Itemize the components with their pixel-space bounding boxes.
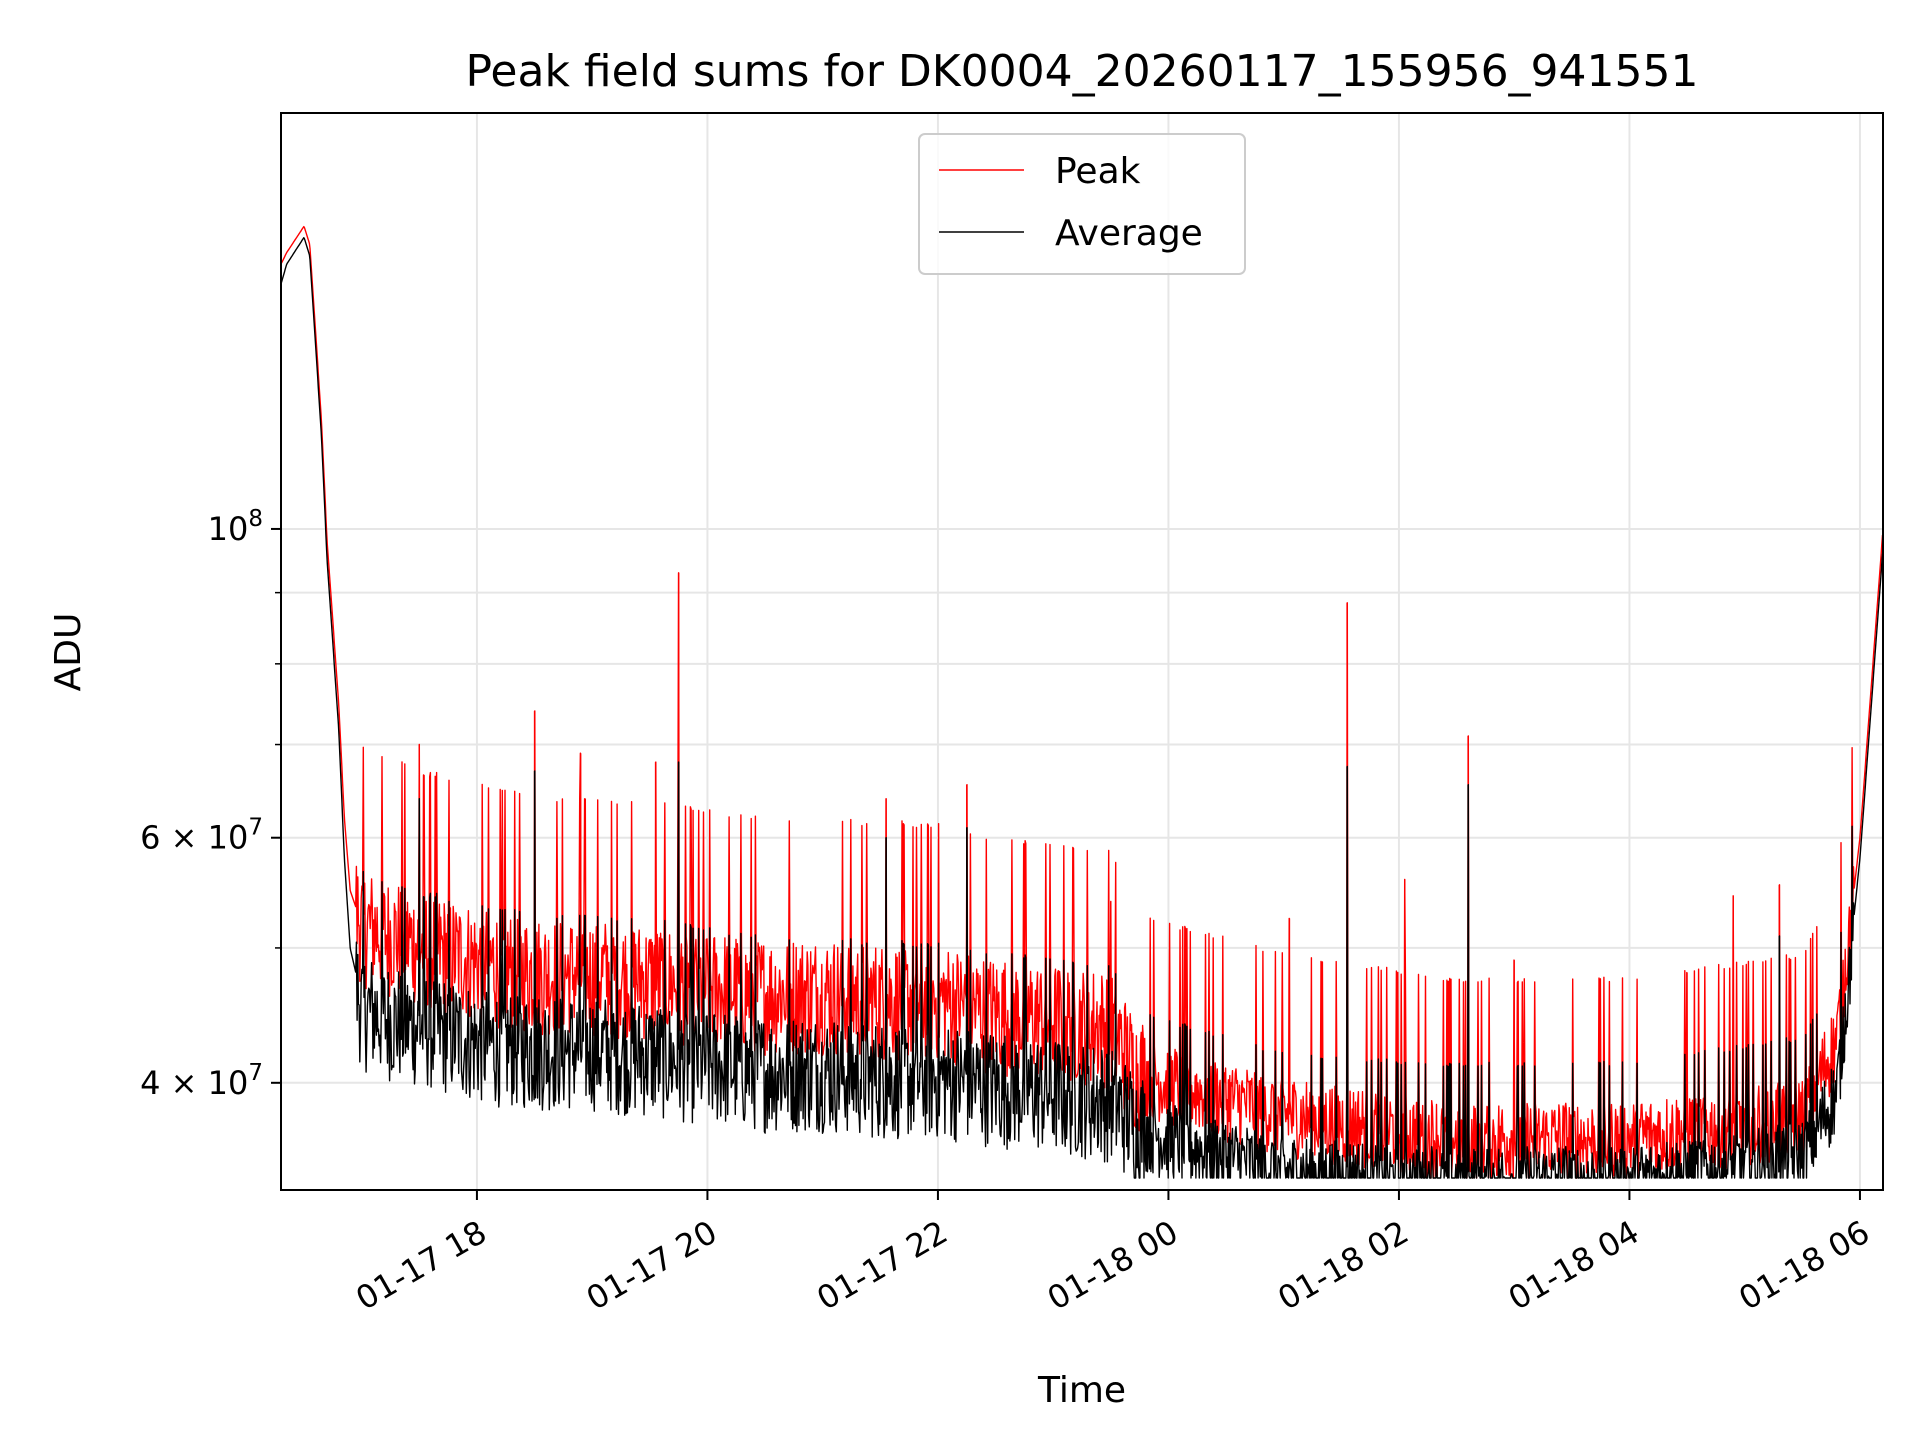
legend: Peak Average xyxy=(918,133,1246,275)
y-tick-label: 108 xyxy=(208,506,263,548)
legend-peak-label: Peak xyxy=(1055,151,1141,192)
y-axis-label: ADU xyxy=(48,613,89,692)
series-line-average xyxy=(280,237,1884,1179)
y-tick-label: 6 × 107 xyxy=(140,815,263,857)
axes-frame xyxy=(280,112,1884,1191)
legend-average-label: Average xyxy=(1055,213,1203,254)
x-axis-label: Time xyxy=(1037,1370,1126,1411)
chart-title: Peak field sums for DK0004_20260117_1559… xyxy=(465,46,1698,97)
legend-box xyxy=(918,133,1246,275)
series-layer xyxy=(280,225,1884,1179)
y-tick-label: 4 × 107 xyxy=(140,1060,263,1102)
